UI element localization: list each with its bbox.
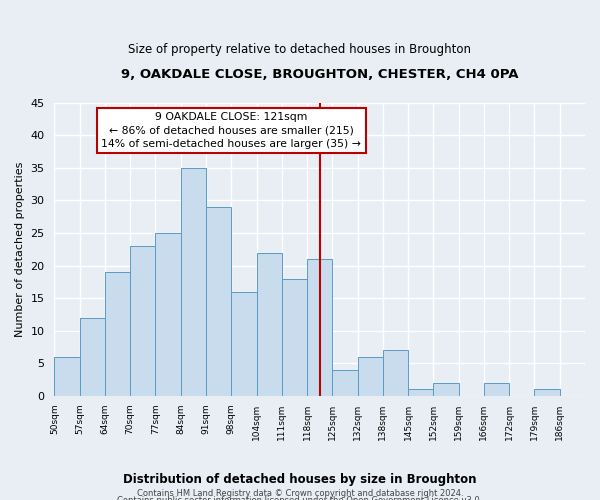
- Y-axis label: Number of detached properties: Number of detached properties: [15, 162, 25, 337]
- Bar: [105, 272, 130, 396]
- Bar: [332, 370, 358, 396]
- Bar: [181, 168, 206, 396]
- Bar: [358, 357, 383, 396]
- Bar: [282, 278, 307, 396]
- Bar: [231, 292, 257, 396]
- Bar: [206, 207, 231, 396]
- Text: Contains public sector information licensed under the Open Government Licence v3: Contains public sector information licen…: [118, 496, 482, 500]
- Bar: [535, 390, 560, 396]
- Bar: [307, 259, 332, 396]
- Bar: [80, 318, 105, 396]
- Bar: [408, 390, 433, 396]
- Bar: [155, 233, 181, 396]
- Bar: [55, 357, 80, 396]
- Text: Distribution of detached houses by size in Broughton: Distribution of detached houses by size …: [123, 472, 477, 486]
- Text: 9 OAKDALE CLOSE: 121sqm
← 86% of detached houses are smaller (215)
14% of semi-d: 9 OAKDALE CLOSE: 121sqm ← 86% of detache…: [101, 112, 361, 148]
- Bar: [433, 383, 458, 396]
- Title: 9, OAKDALE CLOSE, BROUGHTON, CHESTER, CH4 0PA: 9, OAKDALE CLOSE, BROUGHTON, CHESTER, CH…: [121, 68, 518, 80]
- Bar: [257, 252, 282, 396]
- Bar: [484, 383, 509, 396]
- Text: Size of property relative to detached houses in Broughton: Size of property relative to detached ho…: [128, 42, 472, 56]
- Bar: [130, 246, 155, 396]
- Bar: [383, 350, 408, 396]
- Text: Contains HM Land Registry data © Crown copyright and database right 2024.: Contains HM Land Registry data © Crown c…: [137, 489, 463, 498]
